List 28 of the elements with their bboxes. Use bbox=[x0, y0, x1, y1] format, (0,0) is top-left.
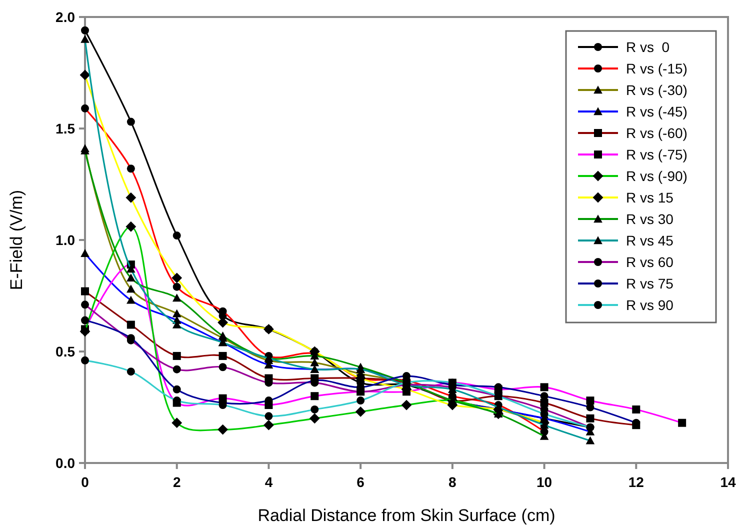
y-tick-label: 0.5 bbox=[56, 344, 76, 360]
legend-label: R vs (-60) bbox=[626, 125, 688, 141]
x-tick-label: 0 bbox=[81, 474, 90, 490]
legend-label: R vs 60 bbox=[626, 254, 674, 270]
x-tick-label: 14 bbox=[720, 474, 736, 490]
x-axis-title: Radial Distance from Skin Surface (cm) bbox=[258, 506, 556, 525]
legend-label: R vs (-75) bbox=[626, 146, 688, 162]
y-tick-label: 1.5 bbox=[56, 120, 76, 136]
legend-label: R vs 75 bbox=[626, 276, 674, 292]
legend-label: R vs 15 bbox=[626, 190, 674, 206]
x-tick-label: 8 bbox=[448, 474, 457, 490]
legend-label: R vs 0 bbox=[626, 39, 670, 55]
x-tick-label: 4 bbox=[264, 474, 273, 490]
legend-label: R vs (-30) bbox=[626, 82, 688, 98]
legend-label: R vs 45 bbox=[626, 232, 674, 248]
legend-label: R vs (-45) bbox=[626, 104, 688, 120]
y-tick-label: 1.0 bbox=[56, 232, 76, 248]
legend-label: R vs 30 bbox=[626, 211, 674, 227]
y-tick-label: 2.0 bbox=[56, 9, 76, 25]
legend-label: R vs (-15) bbox=[626, 60, 688, 76]
x-tick-label: 12 bbox=[628, 474, 644, 490]
y-tick-label: 0.0 bbox=[56, 455, 76, 471]
x-tick-label: 2 bbox=[172, 474, 181, 490]
legend-label: R vs 90 bbox=[626, 297, 674, 313]
x-tick-label: 10 bbox=[536, 474, 552, 490]
legend-label: R vs (-90) bbox=[626, 168, 688, 184]
y-axis-title: E-Field (V/m) bbox=[7, 190, 26, 290]
x-tick-label: 6 bbox=[356, 474, 365, 490]
